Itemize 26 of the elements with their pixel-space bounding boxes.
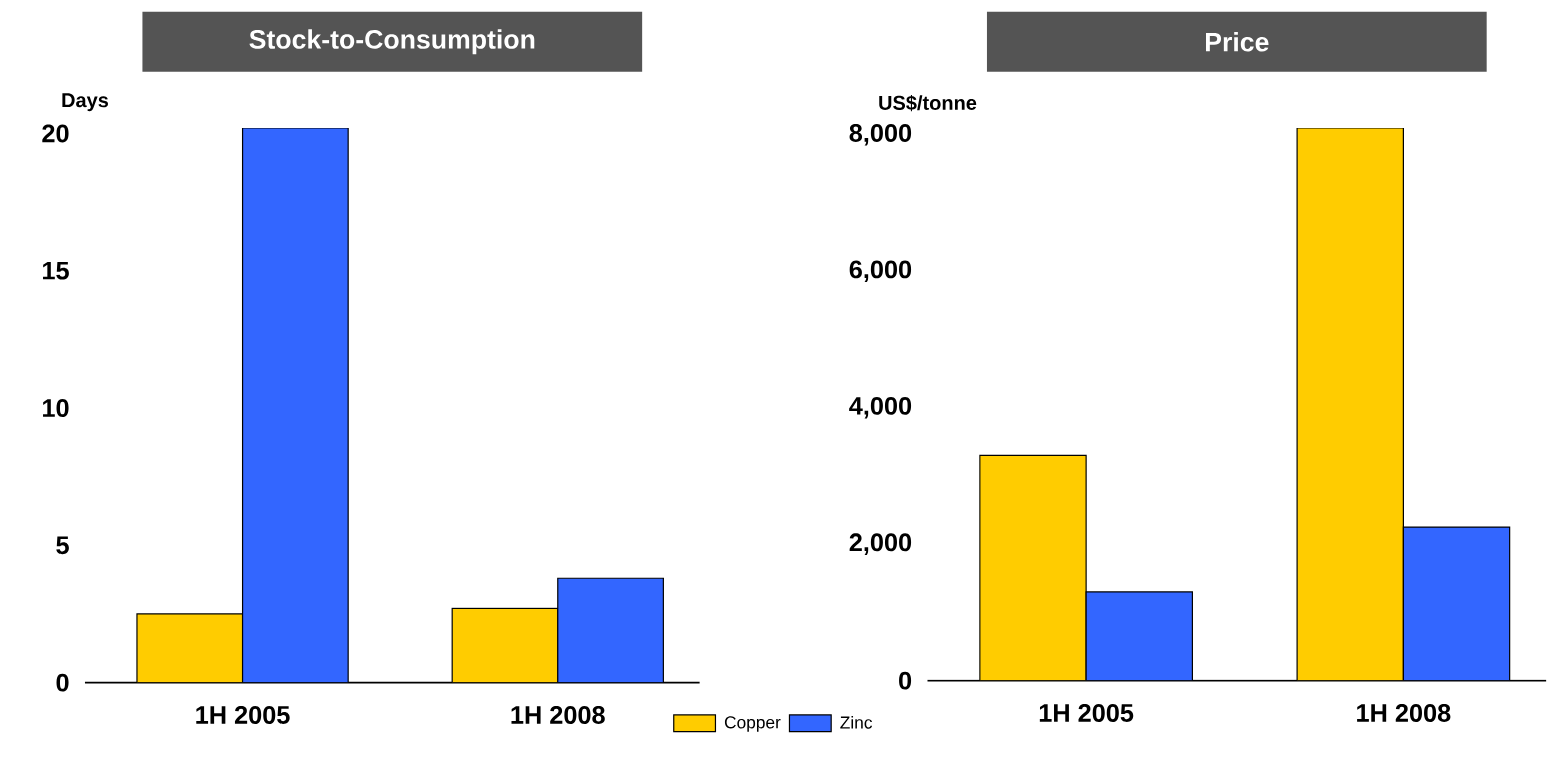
y-tick-label: 20	[42, 124, 69, 143]
x-tick-label: 1H 2008	[1357, 704, 1451, 723]
y-tick-label: 10	[43, 399, 69, 418]
legend-label: Zinc	[840, 716, 873, 729]
y-tick-label: 0	[56, 673, 69, 692]
y-axis-title: US$/tonne	[879, 95, 977, 112]
y-tick-label: 15	[43, 262, 69, 280]
x-tick-label: 1H 2005	[196, 706, 290, 725]
bar	[557, 577, 664, 683]
chart-title: Price	[1205, 32, 1269, 52]
bar	[1402, 526, 1511, 681]
y-tick-label: 5	[56, 536, 69, 555]
legend-label: Copper	[724, 716, 781, 733]
y-tick-label: 0	[899, 671, 912, 690]
bar	[136, 613, 244, 683]
chart-title: Stock-to-Consumption	[249, 29, 535, 55]
y-tick-label: 2,000	[849, 533, 912, 556]
y-tick-label: 6,000	[849, 260, 912, 283]
y-axis-title: Days	[62, 93, 109, 112]
bar	[1085, 591, 1193, 681]
y-tick-label: 4,000	[849, 397, 912, 419]
x-tick-label: 1H 2008	[511, 706, 605, 725]
x-tick-label: 1H 2005	[1039, 704, 1134, 723]
y-tick-label: 8,000	[849, 124, 912, 146]
bar	[241, 128, 349, 683]
bar	[451, 608, 559, 683]
